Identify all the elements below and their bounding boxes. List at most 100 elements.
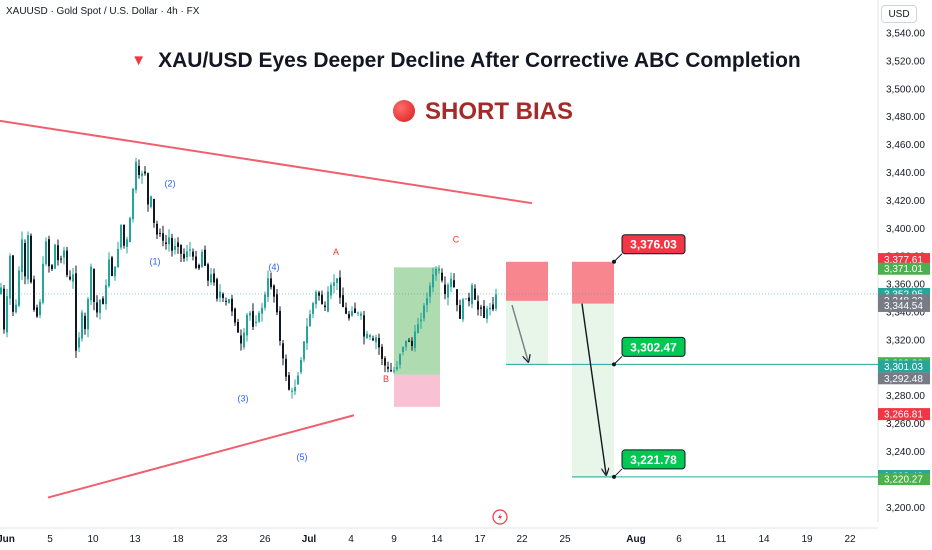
lightning-icon-bolt [498, 513, 502, 521]
candle-body [219, 291, 221, 298]
candle-body [294, 387, 296, 392]
price-callout: 3,221.78 [612, 449, 686, 479]
candle-body [63, 250, 65, 258]
candle-body [357, 312, 359, 314]
x-tick-label: 4 [348, 534, 354, 545]
candle-body [99, 300, 101, 313]
candle-body [210, 274, 212, 283]
candle-body [312, 303, 314, 314]
candle-body [225, 300, 227, 302]
candle-body [48, 239, 50, 267]
candle-body [300, 359, 302, 373]
candle-body [204, 249, 206, 266]
candle-body [57, 245, 59, 261]
candle-body [480, 307, 482, 309]
candle-body [441, 272, 443, 281]
candle-body [348, 314, 350, 319]
candle-body [417, 324, 419, 333]
candle-body [405, 340, 407, 347]
candle-body [123, 224, 125, 246]
candle-body [381, 346, 383, 359]
callout-dot [612, 474, 616, 479]
candle-body [378, 337, 380, 348]
price-tag-label: 3,344.54 [884, 301, 923, 312]
candle-body [372, 338, 374, 341]
candle-body [183, 253, 185, 259]
candle-body [243, 332, 245, 348]
callout-label: 3,376.03 [630, 238, 677, 252]
candle-body [435, 268, 437, 276]
candle-body [168, 237, 170, 245]
y-tick-label: 3,320.00 [886, 335, 925, 346]
candle-body [216, 279, 218, 299]
x-tick-label: 22 [844, 534, 856, 545]
x-tick-label: 9 [391, 534, 397, 545]
candle-body [147, 173, 149, 205]
candle-body [258, 312, 260, 322]
candle-body [486, 308, 488, 319]
candle-body [351, 311, 353, 316]
candle-body [384, 358, 386, 366]
candle-body [288, 375, 290, 390]
y-tick-label: 3,400.00 [886, 224, 925, 235]
candle-body [462, 299, 464, 320]
candle-body [237, 321, 239, 333]
candle-body [54, 244, 56, 269]
bias-label: SHORT BIAS [424, 98, 573, 125]
candle-body [249, 312, 251, 316]
candle-body [369, 334, 371, 338]
y-tick-label: 3,360.00 [886, 280, 925, 291]
price-tag: 3,292.48 [878, 372, 930, 385]
abc-label: C [453, 234, 460, 244]
candles [0, 157, 497, 399]
x-tick-label: Aug [626, 534, 645, 545]
candle-body [354, 308, 356, 313]
candle-body [144, 171, 146, 174]
price-tag-box [878, 473, 930, 486]
candle-body [33, 279, 35, 310]
wave-label: (3) [238, 393, 249, 403]
candle-body [450, 278, 452, 288]
candle-body [213, 273, 215, 283]
price-tag: 3,220.27 [878, 473, 930, 486]
chart-title: XAU/USD Eyes Deeper Decline After Correc… [158, 49, 801, 72]
candle-body [333, 282, 335, 286]
candle-body [387, 366, 389, 369]
wave-label: (5) [297, 452, 308, 462]
candle-body [15, 304, 17, 313]
candle-body [36, 307, 38, 317]
price-tag-box [878, 408, 930, 421]
currency-button[interactable]: USD [881, 5, 917, 23]
abc-label: B [383, 374, 389, 384]
candle-body [330, 284, 332, 296]
callout-box [621, 234, 686, 255]
price-tag: 3,266.81 [878, 408, 930, 421]
candle-body [303, 341, 305, 360]
candle-body [432, 274, 434, 288]
candle-body [267, 278, 269, 297]
candle-body [81, 312, 83, 339]
price-tag-label: 3,220.27 [884, 475, 923, 486]
x-tick-label: 5 [47, 534, 53, 545]
callout-box [621, 336, 686, 357]
candle-body [222, 293, 224, 298]
candle-body [60, 258, 62, 260]
candle-body [156, 223, 158, 235]
candle-body [465, 298, 467, 300]
candle-body [234, 308, 236, 323]
candle-body [177, 242, 179, 247]
wave-label: (1) [150, 257, 161, 267]
y-tick-label: 3,460.00 [886, 140, 925, 151]
candle-body [414, 331, 416, 349]
candle-body [246, 314, 248, 336]
candle-body [396, 366, 398, 370]
x-tick-label: 10 [87, 534, 99, 545]
candle-body [255, 321, 257, 324]
x-tick-label: 14 [431, 534, 443, 545]
zone-stop [506, 261, 548, 301]
candle-body [231, 298, 233, 312]
candle-body [459, 305, 461, 319]
candle-body [285, 358, 287, 377]
